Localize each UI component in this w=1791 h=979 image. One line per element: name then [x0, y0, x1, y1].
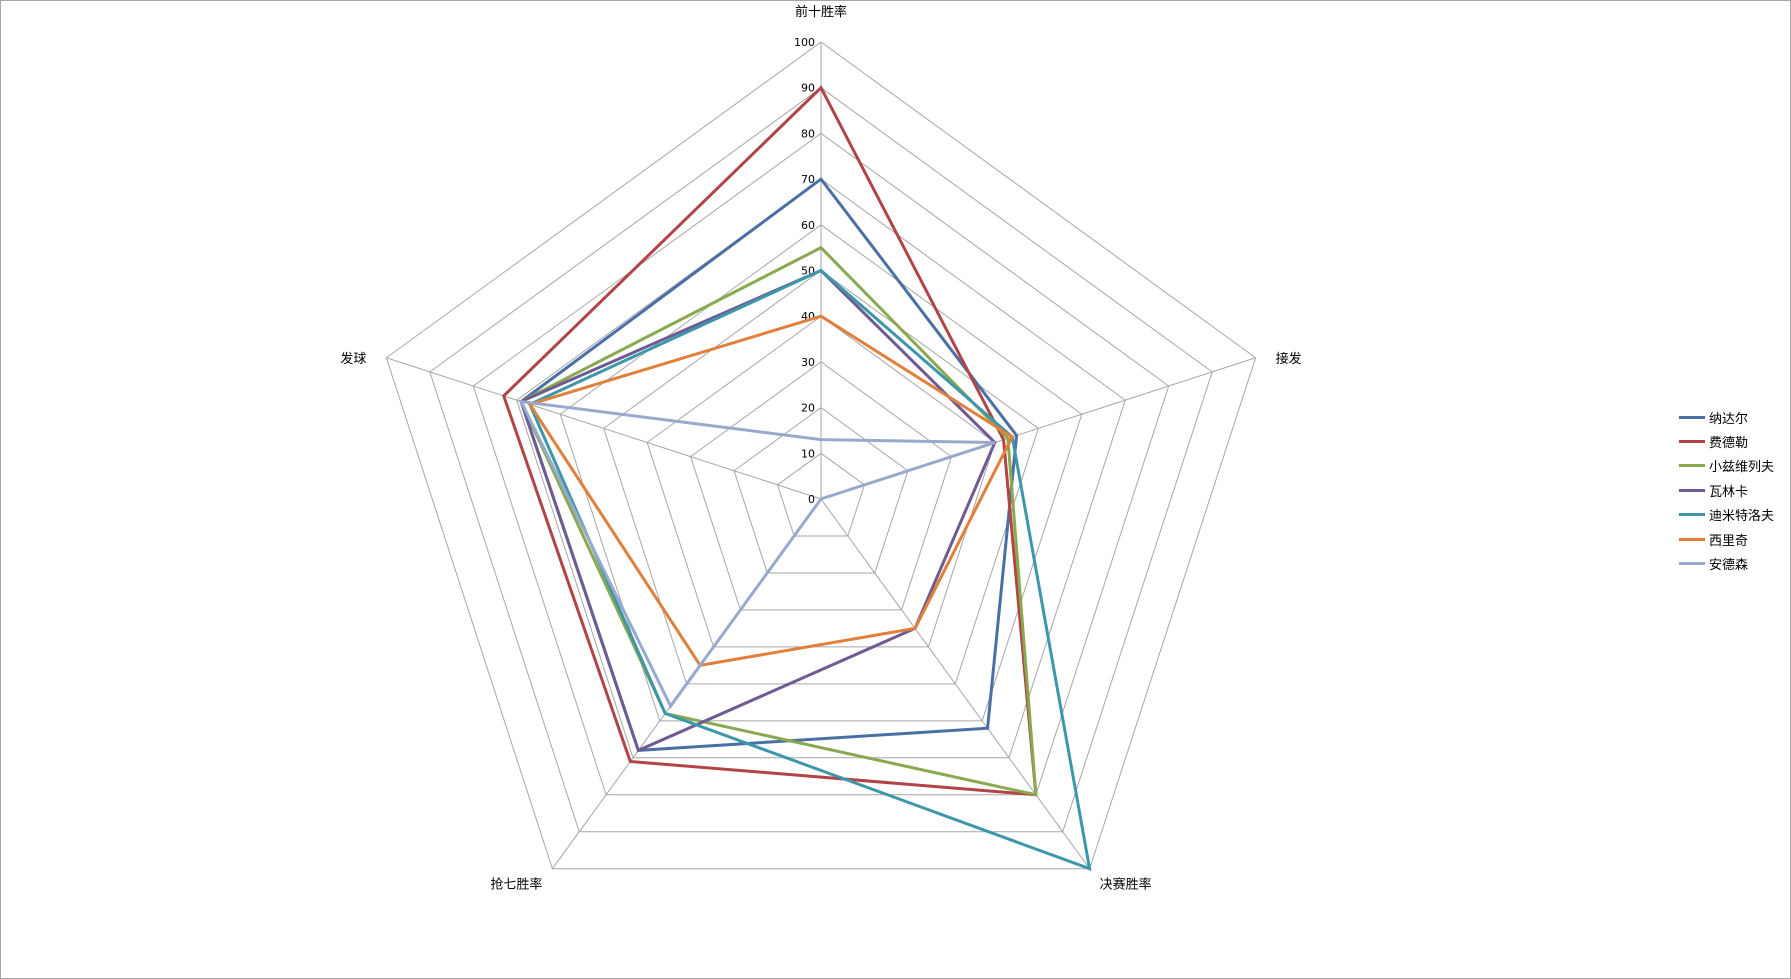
legend-swatch	[1679, 415, 1705, 419]
legend-item: 小兹维列夫	[1679, 454, 1789, 478]
grid-ring	[733, 406, 909, 574]
category-axis-label: 发球	[340, 351, 366, 367]
grid-ring	[429, 87, 1213, 833]
legend-swatch	[1679, 464, 1705, 468]
series-line	[519, 177, 1019, 752]
series-line	[501, 85, 1038, 797]
radial-tick-label: 30	[801, 356, 815, 369]
grid-ring	[385, 41, 1257, 870]
legend-swatch	[1679, 488, 1705, 492]
legend: 纳达尔费德勒小兹维列夫瓦林卡迪米特洛夫西里奇安德森	[1679, 405, 1789, 576]
legend-item: 瓦林卡	[1679, 478, 1789, 502]
category-axis-label: 接发	[1276, 351, 1302, 367]
legend-swatch	[1679, 440, 1705, 444]
legend-label: 瓦林卡	[1709, 484, 1749, 500]
radial-tick-label: 0	[808, 493, 815, 506]
legend-item: 安德森	[1679, 551, 1789, 575]
series-line	[519, 268, 997, 753]
legend-label: 安德森	[1709, 558, 1749, 574]
legend-label: 小兹维列夫	[1709, 460, 1775, 476]
grid-ring	[516, 178, 1126, 759]
legend-swatch	[1679, 537, 1705, 541]
axis-spoke	[386, 357, 822, 500]
legend-item: 迪米特洛夫	[1679, 503, 1789, 527]
series-lines	[501, 85, 1092, 872]
radial-tick-label: 20	[801, 402, 815, 415]
legend-label: 西里奇	[1709, 533, 1749, 549]
radial-tick-label: 60	[801, 219, 815, 232]
series-line	[527, 314, 1015, 668]
grid-ring	[776, 452, 866, 537]
grid-ring	[472, 132, 1170, 796]
category-axis-label: 前十胜率	[795, 4, 847, 20]
series-line	[527, 268, 1092, 872]
legend-item: 费德勒	[1679, 429, 1789, 453]
legend-item: 纳达尔	[1679, 405, 1789, 429]
radar-grid	[385, 41, 1257, 870]
radial-tick-label: 70	[801, 173, 815, 186]
legend-label: 费德勒	[1709, 436, 1749, 452]
radial-tick-label: 100	[794, 36, 815, 49]
category-axis-label: 决赛胜率	[1100, 877, 1152, 893]
category-axis-label: 抢七胜率	[490, 877, 542, 893]
grid-ring	[603, 269, 1039, 685]
radial-tick-label: 90	[801, 82, 815, 95]
series-line	[518, 399, 996, 709]
legend-item: 西里奇	[1679, 527, 1789, 551]
legend-label: 纳达尔	[1709, 411, 1749, 427]
radial-tick-label: 80	[801, 127, 815, 140]
legend-swatch	[1679, 513, 1705, 517]
legend-swatch	[1679, 562, 1705, 566]
radial-tick-label: 10	[801, 447, 815, 460]
axis-spoke	[820, 498, 1091, 870]
legend-label: 迪米特洛夫	[1709, 509, 1775, 525]
